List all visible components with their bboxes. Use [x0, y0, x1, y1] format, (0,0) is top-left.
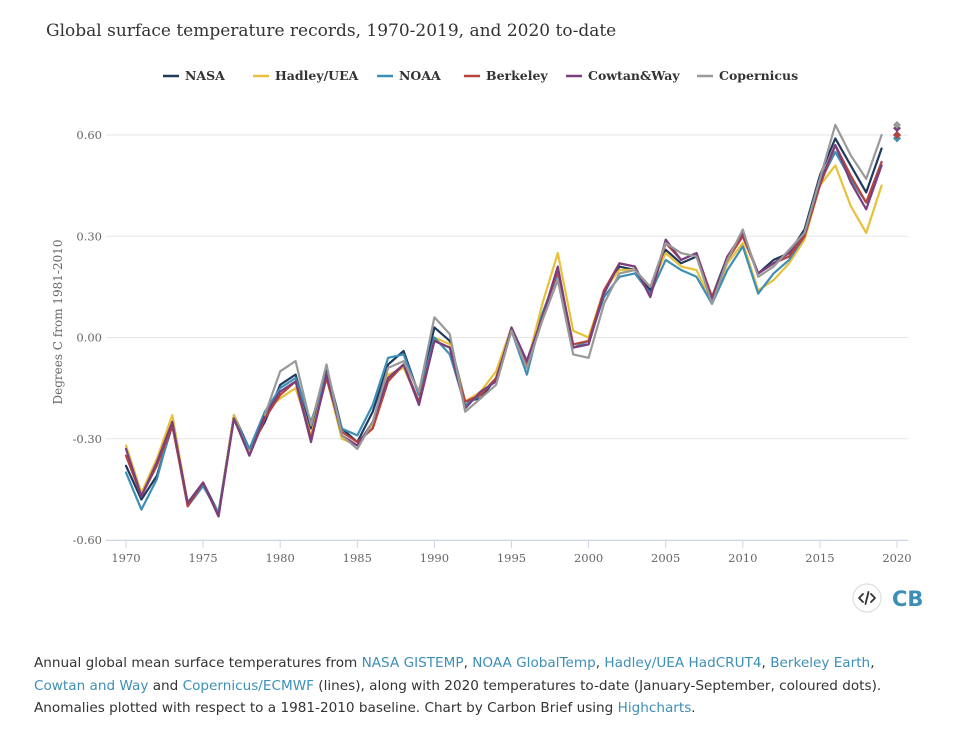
chart-title: Global surface temperature records, 1970… [46, 21, 616, 41]
legend-item-copernicus[interactable]: Copernicus [697, 68, 798, 83]
legend-label: Cowtan&Way [588, 68, 680, 83]
y-tick-label: 0.30 [76, 229, 102, 243]
x-tick-label: 1990 [420, 551, 449, 565]
chart: Global surface temperature records, 1970… [46, 21, 923, 613]
caption: Annual global mean surface temperatures … [34, 652, 954, 720]
x-tick-label: 1985 [343, 551, 372, 565]
y-tick-label: -0.60 [73, 533, 103, 547]
caption-text: (lines), along with 2020 temperatures to… [34, 677, 882, 717]
carbon-brief-logo[interactable]: CB [892, 587, 923, 611]
y-axis-label: Degrees C from 1981-2010 [51, 239, 65, 404]
x-tick-label: 1995 [497, 551, 526, 565]
link-nasa-gistemp[interactable]: NASA GISTEMP [361, 655, 464, 671]
legend-label: Berkeley [486, 68, 548, 83]
y-axis: 0.60 0.30 0.00 -0.30 -0.60 [73, 128, 103, 547]
legend-label: NOAA [399, 68, 441, 83]
x-axis: 1970 1975 1980 1985 1990 1995 2000 2005 2010 2015… [106, 540, 912, 565]
link-hadcrut4[interactable]: Hadley/UEA HadCRUT4 [604, 655, 762, 671]
caption-text: Annual global mean surface temperatures … [34, 655, 362, 671]
link-noaa-globaltemp[interactable]: NOAA GlobalTemp [472, 655, 596, 671]
series-line-copernicus[interactable] [263, 123, 883, 450]
legend-label: NASA [185, 68, 225, 83]
link-berkeley-earth[interactable]: Berkeley Earth [770, 655, 871, 671]
x-tick-label: 2020 [882, 551, 911, 565]
legend-item-nasa[interactable]: NASA [163, 68, 225, 83]
series-line-cowtan-way[interactable] [124, 144, 883, 518]
point-2020-copernicus[interactable] [893, 120, 901, 129]
legend-item-hadley-uea[interactable]: Hadley/UEA [253, 68, 359, 83]
y-tick-label: -0.30 [73, 432, 103, 446]
series-line-nasa[interactable] [124, 137, 883, 515]
series-line-noaa[interactable] [124, 150, 883, 515]
points-2020 [893, 120, 901, 143]
link-copernicus-ecmwf[interactable]: Copernicus/ECMWF [182, 677, 314, 694]
x-tick-label: 1970 [111, 551, 140, 565]
x-tick-label: 2000 [574, 551, 603, 565]
legend-item-berkeley[interactable]: Berkeley [464, 68, 548, 83]
legend-item-cowtan-way[interactable]: Cowtan&Way [566, 68, 680, 83]
legend-label: Hadley/UEA [275, 68, 359, 83]
caption-text: . [691, 700, 696, 716]
x-tick-label: 2005 [651, 551, 680, 565]
series-line-berkeley[interactable] [124, 144, 883, 518]
link-highcharts[interactable]: Highcharts [617, 700, 692, 716]
caption-text: , [595, 655, 605, 671]
caption-text: , [761, 655, 771, 671]
caption-text: , [463, 655, 473, 671]
series-line-hadley-uea[interactable] [124, 164, 883, 515]
y-tick-label: 0.00 [76, 331, 102, 345]
legend-label: Copernicus [719, 68, 798, 83]
legend-item-noaa[interactable]: NOAA [377, 68, 441, 83]
caption-text: and [148, 677, 183, 694]
legend: NASA Hadley/UEA NOAA Berkeley Cowtan&Way Cope… [163, 68, 798, 83]
caption-text: , [870, 655, 875, 671]
code-embed-icon [858, 591, 876, 605]
point-2020-berkeley[interactable] [893, 131, 901, 139]
y-tick-label: 0.60 [76, 128, 102, 142]
x-tick-label: 2015 [805, 551, 834, 565]
embed-button[interactable] [852, 583, 882, 613]
x-tick-label: 1975 [188, 551, 217, 565]
x-tick-label: 1980 [266, 551, 295, 565]
plot-area [124, 123, 883, 518]
link-cowtan-and-way[interactable]: Cowtan and Way [34, 677, 149, 694]
x-tick-label: 2010 [728, 551, 757, 565]
